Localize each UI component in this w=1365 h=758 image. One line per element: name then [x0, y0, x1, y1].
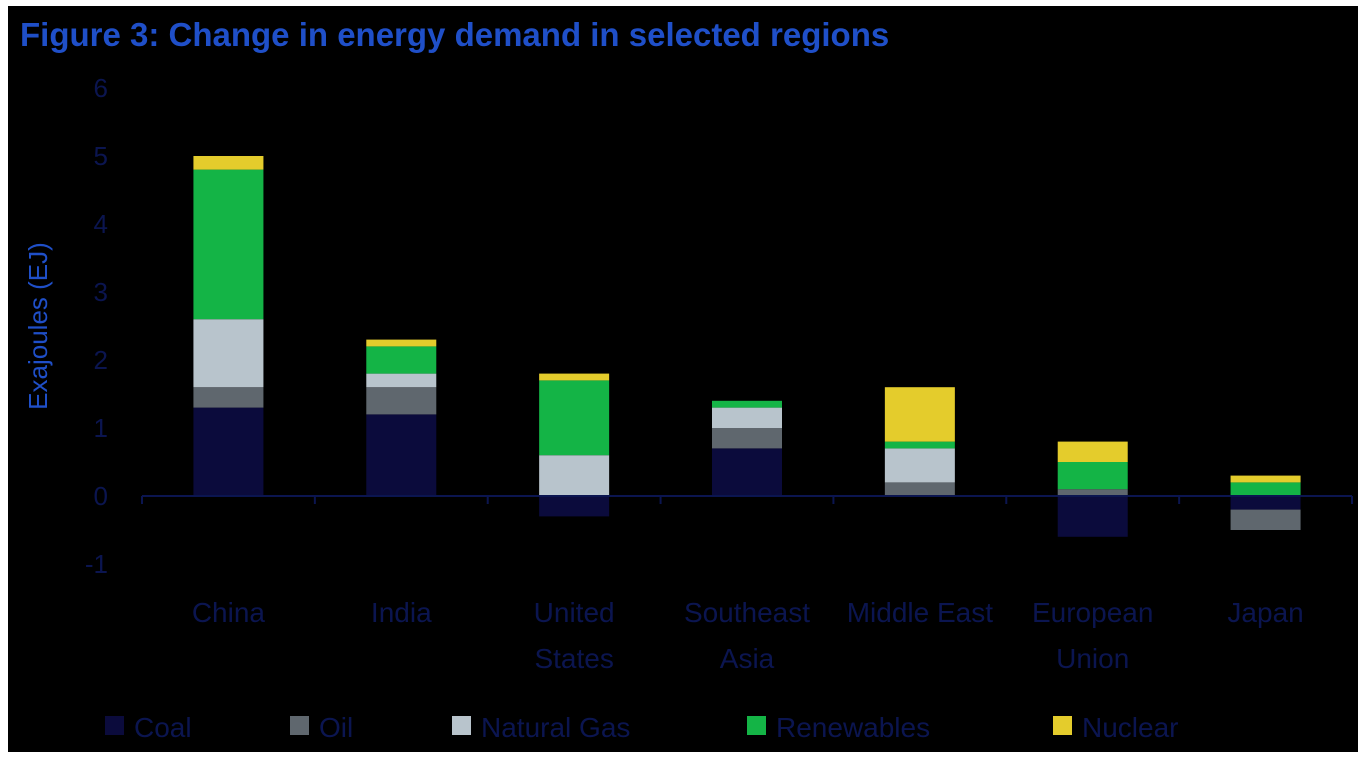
y-tick-label: -1	[85, 549, 108, 579]
bar-segment	[193, 387, 264, 408]
y-tick-label: 1	[94, 413, 108, 443]
bar-segment	[1230, 475, 1301, 483]
y-axis-label: Exajoules (EJ)	[23, 242, 53, 410]
bar-segment	[1057, 489, 1128, 496]
y-tick-label: 5	[94, 141, 108, 171]
x-category-label: States	[534, 643, 613, 674]
legend-label: Coal	[134, 712, 192, 743]
y-tick-label: 2	[94, 345, 108, 375]
bar-segment	[884, 482, 955, 496]
bar-segment	[366, 346, 437, 374]
legend-swatch	[290, 716, 309, 735]
x-category-label: United	[534, 597, 615, 628]
bar-segment	[366, 339, 437, 347]
bar-segment	[193, 169, 264, 320]
legend-swatch	[1053, 716, 1072, 735]
bar-segment	[1057, 462, 1128, 490]
y-tick-label: 6	[94, 73, 108, 103]
bar-segment	[193, 319, 264, 388]
legend-label: Nuclear	[1082, 712, 1178, 743]
chart-title: Figure 3: Change in energy demand in sel…	[20, 16, 890, 53]
legend-swatch	[105, 716, 124, 735]
legend-label: Oil	[319, 712, 353, 743]
bar-segment	[884, 448, 955, 483]
x-category-label: Asia	[720, 643, 775, 674]
bar-segment	[539, 455, 610, 496]
x-category-label: Southeast	[684, 597, 810, 628]
bar-segment	[193, 156, 264, 170]
bar-segment	[712, 400, 782, 408]
bar-segment	[1057, 441, 1128, 462]
legend-swatch	[747, 716, 766, 735]
bar-segment	[539, 496, 610, 517]
bar-segment	[539, 373, 610, 381]
legend-label: Renewables	[776, 712, 930, 743]
bar-segment	[1230, 509, 1301, 530]
legend-label: Natural Gas	[481, 712, 630, 743]
bar-segment	[884, 387, 955, 442]
bar-segment	[1230, 482, 1301, 496]
bar-segment	[712, 407, 782, 428]
bar-segment	[193, 407, 264, 496]
bar-segment	[712, 428, 782, 449]
bar-segment	[366, 373, 437, 388]
y-tick-label: 4	[94, 209, 108, 239]
bar-segment	[539, 380, 610, 456]
x-category-label: Japan	[1227, 597, 1303, 628]
bar-segment	[366, 414, 437, 496]
legend-swatch	[452, 716, 471, 735]
x-category-label: European	[1032, 597, 1153, 628]
y-tick-label: 3	[94, 277, 108, 307]
bar-segment	[1230, 496, 1301, 510]
x-category-label: China	[192, 597, 266, 628]
x-category-label: Middle East	[847, 597, 994, 628]
x-category-label: India	[371, 597, 432, 628]
bar-segment	[366, 387, 437, 415]
bar-segment	[1057, 496, 1128, 537]
x-category-label: Union	[1056, 643, 1129, 674]
y-tick-label: 0	[94, 481, 108, 511]
bar-segment	[712, 448, 782, 496]
bar-segment	[884, 441, 955, 449]
